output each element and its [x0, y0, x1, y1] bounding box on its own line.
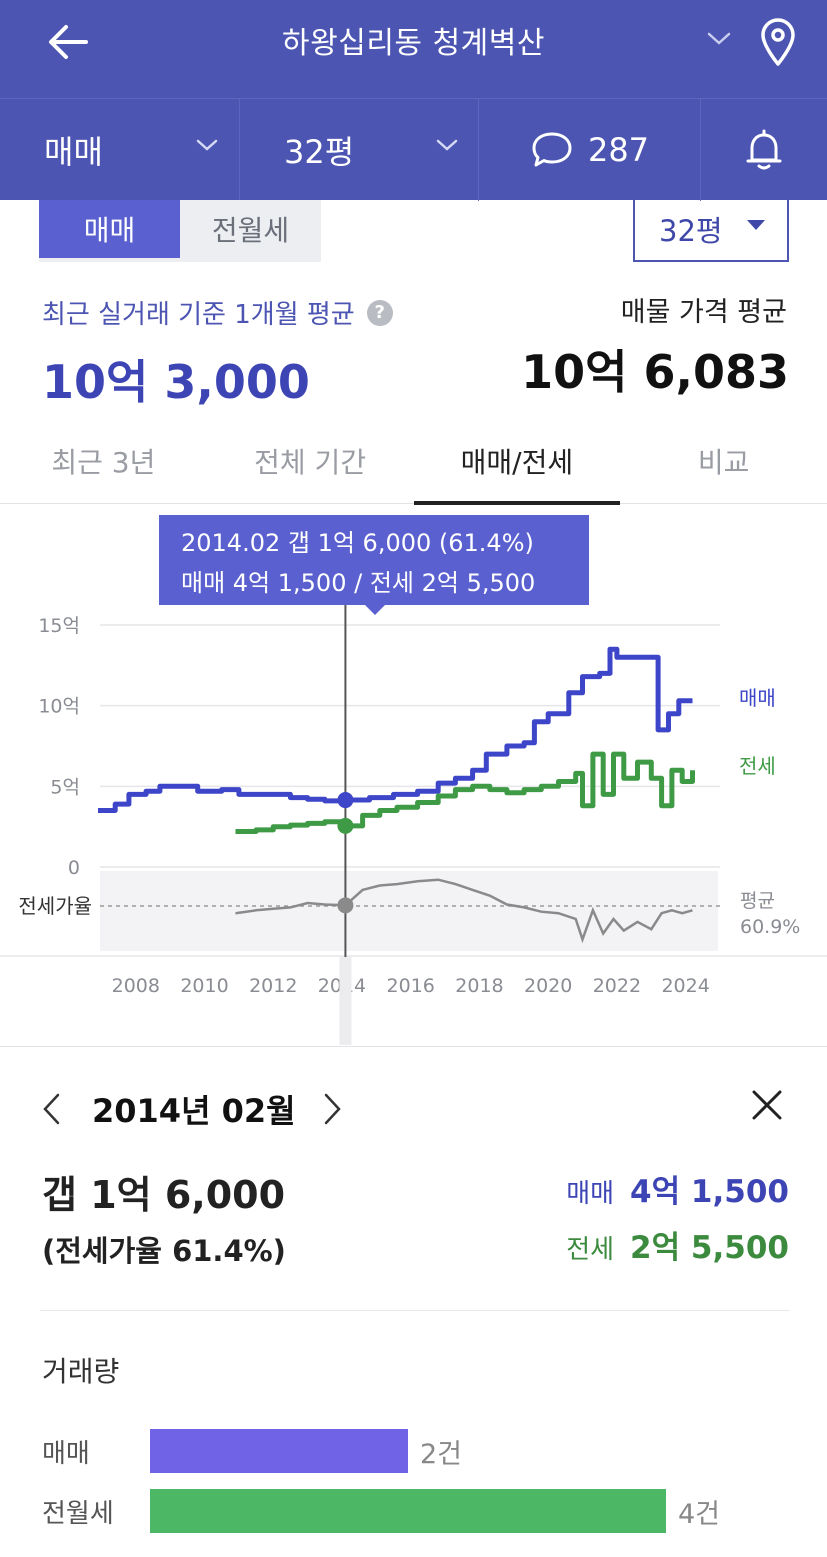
comments-button[interactable]: 287 — [479, 99, 701, 201]
detail-date: 2014년 02월 — [92, 1092, 296, 1130]
jeonse-price-value: 2억 5,500 — [630, 1230, 789, 1266]
volume-bar — [150, 1429, 408, 1473]
x-tick-label: 2016 — [387, 975, 435, 997]
toggle-option-sale[interactable]: 매매 — [39, 200, 180, 258]
volume-row-sale: 매매 2건 — [42, 1428, 802, 1474]
help-icon[interactable]: ? — [366, 299, 393, 326]
divider — [0, 1046, 827, 1047]
size-filter[interactable]: 32평 — [240, 99, 479, 201]
series-line-sale — [98, 646, 693, 813]
x-tick-label: 2020 — [524, 975, 572, 997]
y-tick-label: 10억 — [38, 696, 80, 718]
chevron-down-icon — [196, 139, 218, 151]
tab-all-period[interactable]: 전체 기간 — [254, 446, 367, 479]
back-button[interactable] — [46, 20, 102, 64]
chevron-down-icon — [436, 139, 458, 151]
recent-average-value: 10억 3,000 — [42, 355, 310, 409]
deal-type-filter[interactable]: 매매 — [0, 99, 240, 201]
tab-recent-3-years[interactable]: 최근 3년 — [51, 446, 156, 479]
chevron-left-icon[interactable] — [40, 1091, 62, 1127]
ratio-series-label: 전세가율 — [18, 894, 92, 918]
x-tick-label: 2024 — [661, 975, 709, 997]
y-tick-label: 5억 — [50, 776, 80, 798]
series-legend-label: 매매 — [739, 686, 776, 710]
bell-icon — [746, 129, 782, 170]
ratio-average-label: 평균 — [740, 890, 775, 912]
recent-average-label-text: 최근 실거래 기준 1개월 평균 — [42, 300, 355, 330]
divider — [40, 1310, 790, 1311]
tooltip-line-1: 2014.02 갭 1억 6,000 (61.4%) — [181, 529, 534, 557]
volume-row-rent: 전월세 4건 — [42, 1488, 802, 1534]
listing-average-label: 매물 가격 평균 — [620, 297, 787, 328]
size-select[interactable]: 32평 — [633, 198, 789, 262]
sale-price-label: 매매 — [566, 1179, 615, 1209]
recent-average-label: 최근 실거래 기준 1개월 평균 ? — [42, 294, 393, 331]
volume-count: 2건 — [420, 1438, 463, 1470]
chart-tooltip: 2014.02 갭 1억 6,000 (61.4%) 매매 4억 1,500 /… — [159, 515, 589, 615]
selection-handle — [339, 957, 352, 1045]
deal-type-label: 매매 — [44, 133, 103, 171]
notification-button[interactable] — [701, 99, 827, 201]
volume-label: 매매 — [42, 1438, 90, 1469]
complex-title[interactable]: 하왕십리동 청계벽산 — [282, 26, 545, 61]
volume-count: 4건 — [678, 1498, 721, 1530]
x-tick-label: 2008 — [112, 975, 160, 997]
price-chart[interactable]: 15억10억5억02008201020122014201620182020202… — [0, 505, 827, 1045]
y-tick-label: 0 — [68, 857, 80, 879]
tooltip-line-2: 매매 4억 1,500 / 전세 2억 5,500 — [181, 569, 536, 597]
filter-bar: 매매 32평 287 — [0, 98, 827, 201]
ratio-average-value: 60.9% — [740, 916, 800, 938]
x-tick-label: 2012 — [249, 975, 297, 997]
selected-point-sale — [337, 792, 354, 809]
selected-point-ratio — [337, 897, 354, 914]
volume-title: 거래량 — [42, 1355, 120, 1388]
deal-type-toggle: 매매 전월세 — [39, 200, 321, 262]
toggle-option-rent[interactable]: 전월세 — [211, 214, 290, 247]
detail-date-nav: 2014년 02월 — [40, 1082, 344, 1136]
gap-value: 갭 1억 6,000 — [42, 1173, 286, 1217]
tab-sale-jeonse[interactable]: 매매/전세 — [413, 418, 621, 505]
volume-label: 전월세 — [42, 1498, 114, 1529]
jeonse-price-label: 전세 — [566, 1235, 615, 1265]
dropdown-triangle-icon — [747, 220, 765, 230]
jeonse-ratio-value: (전세가율 61.4%) — [42, 1234, 286, 1268]
x-tick-label: 2022 — [593, 975, 641, 997]
jeonse-price-row: 전세 2억 5,500 — [566, 1222, 789, 1267]
chevron-right-icon[interactable] — [322, 1091, 344, 1127]
app-header: 하왕십리동 청계벽산 — [0, 0, 827, 98]
x-tick-label: 2010 — [180, 975, 228, 997]
chevron-down-icon[interactable] — [706, 28, 732, 48]
sale-price-value: 4억 1,500 — [630, 1174, 789, 1210]
back-arrow-icon — [49, 25, 88, 59]
listing-average-value: 10억 6,083 — [521, 345, 789, 399]
selected-point-jeonse — [337, 817, 354, 834]
map-pin-icon — [761, 18, 795, 66]
location-button[interactable] — [758, 18, 798, 72]
sale-price-row: 매매 4억 1,500 — [566, 1166, 789, 1211]
ratio-band-background — [100, 871, 718, 951]
series-legend-label: 전세 — [739, 754, 776, 778]
speech-bubble-icon — [532, 132, 572, 167]
close-icon[interactable] — [748, 1086, 786, 1124]
y-tick-label: 15억 — [38, 615, 80, 637]
size-select-value: 32평 — [659, 214, 723, 248]
x-tick-label: 2018 — [455, 975, 503, 997]
size-filter-label: 32평 — [284, 133, 355, 171]
comment-count: 287 — [587, 131, 650, 169]
ratio-series-line — [235, 878, 693, 944]
period-tabs: 최근 3년 전체 기간 매매/전세 비교 — [0, 418, 827, 505]
tab-compare[interactable]: 비교 — [697, 446, 750, 479]
series-line-jeonse — [235, 751, 695, 834]
volume-bar — [150, 1489, 666, 1533]
